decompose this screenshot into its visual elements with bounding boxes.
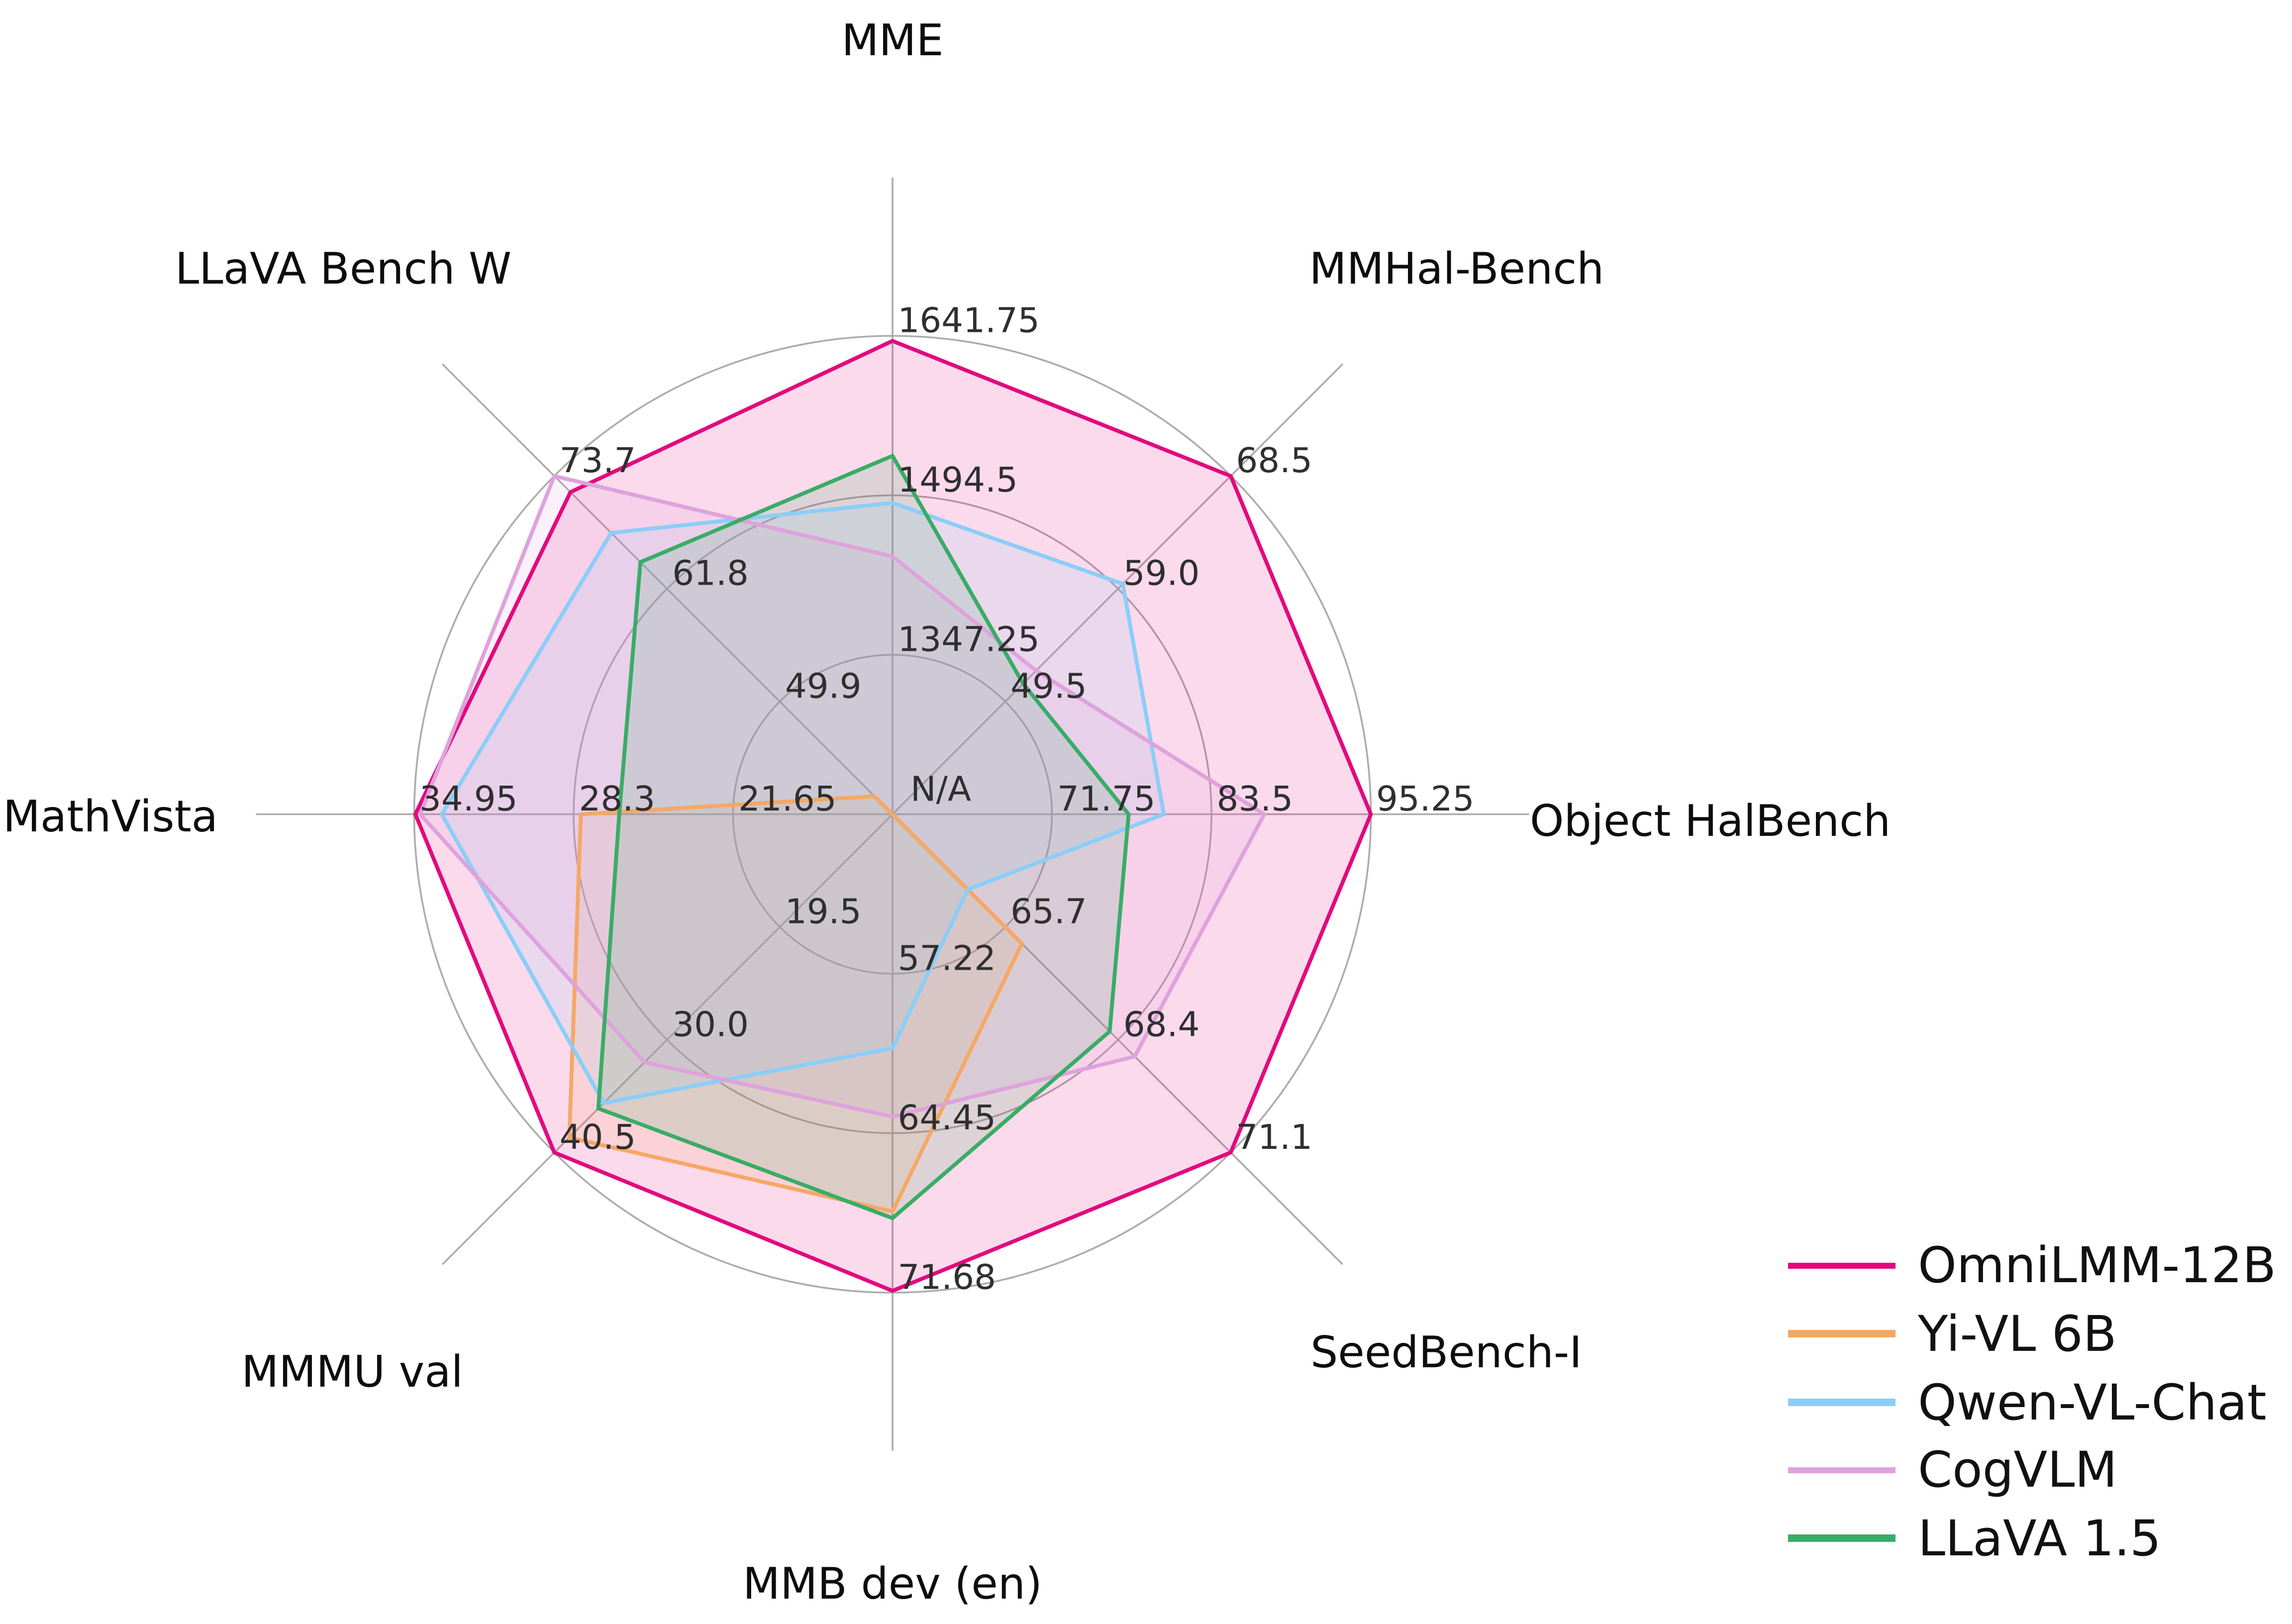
legend-swatch-icon	[1788, 1398, 1895, 1406]
legend-item: OmniLMM-12B	[1788, 1231, 2276, 1300]
legend-item: Qwen-VL-Chat	[1788, 1368, 2276, 1436]
series-fill	[598, 456, 1129, 1218]
legend-item: CogVLM	[1788, 1436, 2276, 1504]
axis-title: LLaVA Bench W	[175, 243, 511, 294]
axis-title: MMMU val	[241, 1346, 463, 1397]
axis-spoke	[441, 813, 894, 1265]
legend: OmniLMM-12B Yi-VL 6B Qwen-VL-Chat CogVLM…	[1788, 1231, 2276, 1572]
legend-label: Qwen-VL-Chat	[1918, 1373, 2267, 1431]
tick-label: 71.68	[898, 1258, 997, 1298]
legend-swatch-icon	[1788, 1262, 1895, 1269]
tick-label: 21.65	[738, 779, 837, 819]
axis-title: MMHal-Bench	[1309, 243, 1604, 294]
legend-swatch-icon	[1788, 1534, 1895, 1542]
tick-label: 71.75	[1057, 779, 1156, 819]
series-fill	[442, 503, 1164, 1103]
axis-title: SeedBench-I	[1310, 1327, 1582, 1378]
series-line	[567, 794, 1024, 1214]
tick-label: 1347.25	[898, 620, 1040, 660]
tick-label: 65.7	[1010, 892, 1087, 932]
tick-label: 59.0	[1123, 554, 1200, 594]
tick-label: 49.5	[1010, 666, 1087, 706]
axis-title: Object HalBench	[1530, 796, 1891, 846]
tick-label: 68.5	[1236, 441, 1312, 481]
legend-label: OmniLMM-12B	[1918, 1236, 2277, 1295]
tick-label: 49.9	[785, 666, 862, 706]
legend-swatch-icon	[1788, 1330, 1895, 1337]
legend-label: LLaVA 1.5	[1918, 1509, 2162, 1568]
tick-label: 57.22	[898, 939, 997, 979]
legend-item: LLaVA 1.5	[1788, 1504, 2276, 1572]
tick-label: 95.25	[1376, 779, 1475, 819]
legend-label: CogVLM	[1918, 1441, 2117, 1500]
axis-title: MMB dev (en)	[743, 1558, 1042, 1609]
tick-label: 19.5	[785, 892, 862, 932]
tick-label: 30.0	[672, 1005, 749, 1044]
tick-label: 34.95	[419, 779, 518, 819]
series-line	[413, 339, 1373, 1293]
series-line	[596, 454, 1131, 1220]
tick-label: 68.4	[1123, 1005, 1200, 1044]
center-tick-label: N/A	[910, 770, 971, 810]
tick-label: 61.8	[672, 554, 749, 594]
tick-label: 1494.5	[898, 460, 1018, 500]
tick-label: 40.5	[560, 1117, 636, 1157]
series-fill	[569, 796, 1022, 1212]
axis-title: MME	[841, 15, 943, 66]
tick-label: 73.7	[560, 441, 636, 481]
axis-title: MathVista	[3, 791, 218, 842]
axis-spoke	[441, 363, 894, 815]
tick-label: 28.3	[579, 779, 656, 819]
legend-swatch-icon	[1788, 1466, 1895, 1474]
tick-label: 83.5	[1217, 779, 1294, 819]
legend-item: Yi-VL 6B	[1788, 1300, 2276, 1368]
legend-label: Yi-VL 6B	[1918, 1305, 2117, 1363]
tick-label: 1641.75	[898, 301, 1040, 341]
series-line	[440, 501, 1166, 1105]
series-line	[418, 474, 1267, 1119]
axis-spoke	[892, 363, 1344, 815]
tick-label: 64.45	[898, 1098, 997, 1138]
tick-label: 71.1	[1236, 1117, 1312, 1157]
